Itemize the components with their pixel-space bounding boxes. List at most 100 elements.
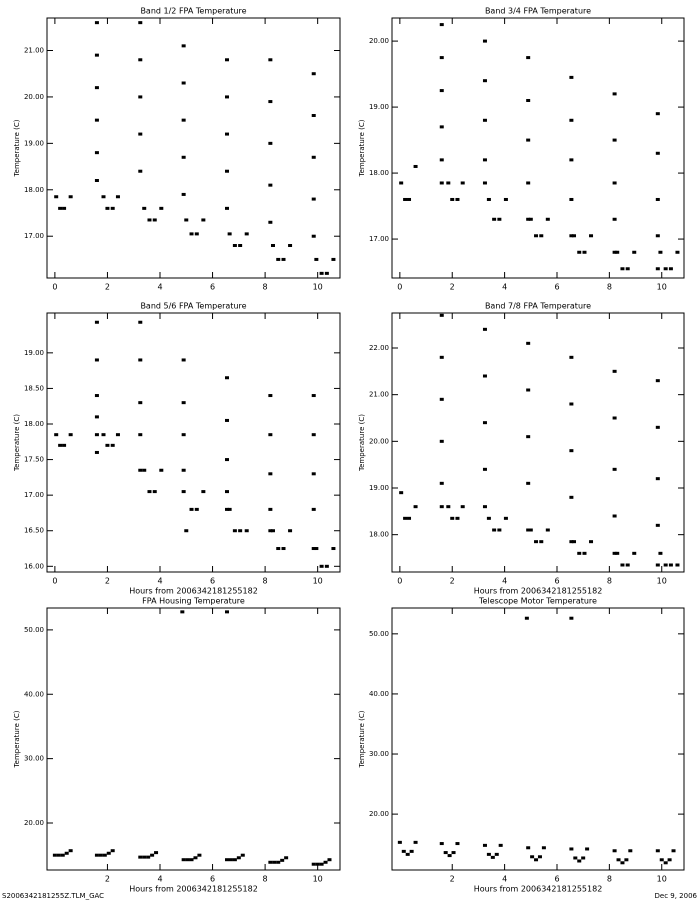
data-point — [655, 197, 660, 201]
x-tick-label: 6 — [554, 283, 559, 292]
x-tick-label: 2 — [450, 283, 455, 292]
data-point — [323, 860, 328, 864]
data-point — [98, 853, 103, 857]
x-tick-label: 6 — [554, 577, 559, 586]
data-point — [526, 388, 531, 392]
y-axis-label: Temperature (C) — [13, 710, 21, 768]
data-point — [138, 468, 143, 472]
data-point — [184, 218, 189, 222]
data-point — [655, 563, 660, 567]
data-point — [569, 495, 574, 499]
y-axis-label: Temperature (C) — [358, 414, 366, 472]
data-point — [225, 610, 230, 614]
data-point — [62, 443, 67, 447]
data-point — [439, 439, 444, 443]
plot-frame — [391, 17, 685, 279]
data-point — [526, 846, 531, 850]
y-axis-label: Temperature (C) — [358, 119, 366, 177]
data-point — [138, 358, 143, 362]
data-point — [403, 516, 408, 520]
data-point — [62, 206, 67, 210]
data-point — [180, 610, 185, 614]
plot-frame — [46, 607, 341, 871]
x-axis-label: Hours from 2006342181255182 — [129, 885, 258, 894]
x-tick-label: 2 — [450, 577, 455, 586]
data-point — [288, 244, 293, 247]
data-point — [612, 849, 617, 853]
data-point — [281, 257, 286, 261]
data-point — [632, 551, 637, 555]
data-point — [110, 443, 115, 447]
data-point — [181, 358, 186, 362]
data-point — [194, 232, 199, 236]
x-tick-label: 10 — [313, 283, 323, 292]
data-point — [331, 257, 336, 261]
data-point — [64, 851, 69, 855]
data-point — [268, 472, 273, 476]
data-point — [147, 490, 152, 494]
data-point — [498, 843, 503, 847]
x-tick-label: 6 — [210, 577, 215, 586]
data-point — [539, 234, 544, 238]
data-point — [311, 862, 316, 866]
data-point — [659, 858, 664, 862]
data-point — [94, 433, 99, 437]
data-point — [539, 540, 544, 544]
data-point — [545, 217, 550, 221]
data-point — [311, 394, 316, 398]
data-point — [655, 112, 660, 116]
data-point — [447, 854, 452, 858]
data-point — [572, 234, 577, 238]
data-point — [189, 858, 194, 862]
y-tick-label: 20.00 — [369, 810, 389, 818]
data-point — [460, 181, 465, 185]
data-point — [439, 158, 444, 162]
x-tick-label: 8 — [263, 577, 268, 586]
plot-frame — [391, 312, 685, 573]
data-point — [545, 528, 550, 532]
data-point — [94, 358, 99, 362]
x-tick-label: 8 — [607, 875, 612, 884]
x-tick-label: 2 — [450, 875, 455, 884]
data-point — [225, 458, 230, 462]
data-point — [405, 852, 410, 856]
data-point — [486, 197, 491, 201]
data-point — [110, 206, 115, 210]
data-point — [268, 529, 273, 533]
x-tick-label: 2 — [105, 875, 110, 884]
data-point — [497, 217, 502, 221]
data-point — [101, 195, 106, 199]
data-point — [324, 271, 329, 275]
data-point — [403, 197, 408, 201]
data-point — [655, 267, 660, 271]
chart-title: Telescope Motor Temperature — [478, 597, 597, 606]
data-point — [577, 551, 582, 555]
data-point — [225, 376, 230, 380]
data-point — [311, 72, 316, 76]
data-point — [58, 443, 63, 447]
data-point — [94, 450, 99, 454]
data-point — [482, 421, 487, 425]
data-point — [569, 158, 574, 162]
y-tick-label: 30.00 — [369, 750, 389, 758]
plot-frame — [46, 17, 341, 279]
data-point — [244, 529, 249, 533]
y-tick-label: 18.00 — [24, 420, 44, 428]
data-point — [569, 847, 574, 851]
data-point — [655, 849, 660, 853]
data-point — [655, 234, 660, 238]
x-tick-label: 10 — [657, 875, 667, 884]
data-point — [268, 141, 273, 145]
data-point — [612, 369, 617, 373]
data-point — [138, 95, 143, 99]
data-point — [311, 114, 316, 117]
footer-file: S2006342181255Z.TLM_GAC — [2, 892, 104, 900]
data-point — [482, 843, 487, 847]
data-point — [439, 397, 444, 401]
y-tick-label: 19.00 — [369, 103, 389, 111]
data-point — [585, 847, 590, 851]
data-point — [268, 183, 273, 187]
data-point — [280, 858, 285, 862]
data-point — [460, 505, 465, 509]
data-point — [189, 232, 194, 236]
